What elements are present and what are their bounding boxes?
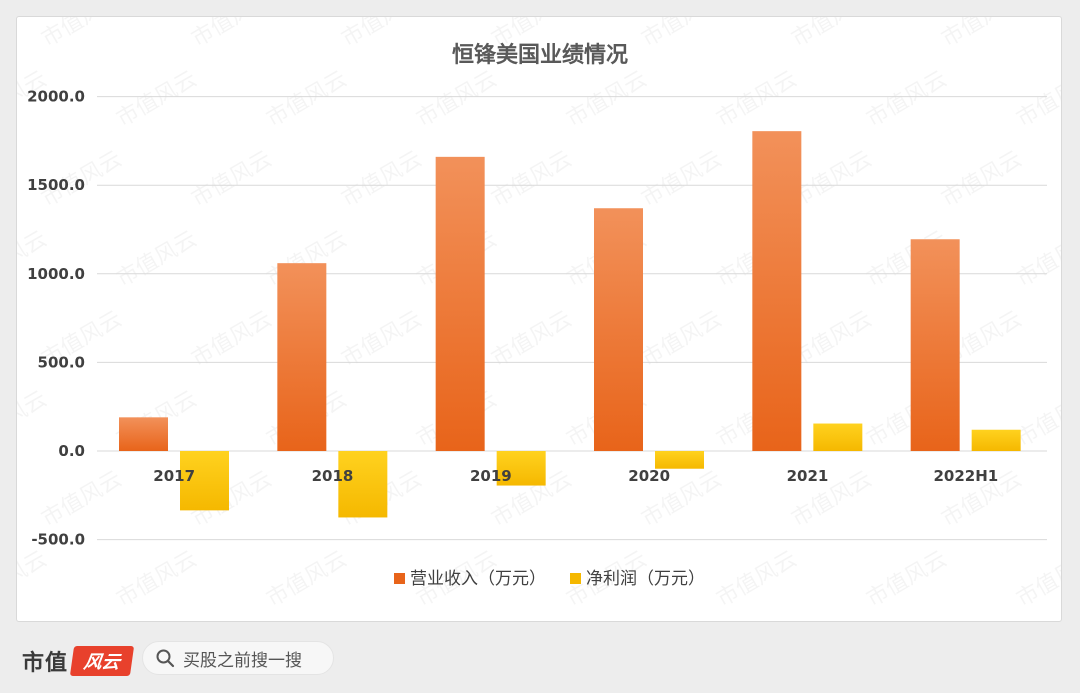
watermark-text: 市值风云 [638,17,727,52]
x-axis-ticks: 2017 2018 2019 2020 2021 2022H1 [153,467,998,485]
brand-stamp: 风云 [69,646,135,676]
bar-net-profit-2019 [496,451,546,486]
watermark-text: 市值风云 [1013,67,1063,133]
legend-label-net-profit: 净利润（万元） [586,569,705,589]
watermark-text: 市值风云 [38,17,127,52]
watermark-text: 市值风云 [713,67,802,133]
watermark-text: 市值风云 [1013,547,1063,613]
y-tick-label: 1500.0 [27,176,85,194]
gridlines [97,96,1047,541]
bar-net-profit-2022H1 [971,429,1021,451]
bar-revenue-2020 [594,208,643,451]
watermark-text: 市值风云 [563,67,652,133]
watermark-text: 市值风云 [17,547,51,613]
chart-card: 市值风云 市值风云 市值风云 市值风云 市值风云 市值风云 市值风云 市值风云 市值风云 市值风云… [16,16,1062,622]
bar-net-profit-2020 [655,451,704,469]
bars [119,131,1021,518]
watermark-text: 市值风云 [113,227,202,293]
y-axis-ticks: 2000.0 1500.0 1000.0 500.0 0.0 -500.0 [27,88,85,549]
watermark-text: 市值风云 [788,17,877,52]
bar-net-profit-2018 [338,451,388,518]
search-icon [156,649,175,668]
watermark-text: 市值风云 [713,547,802,613]
legend-swatch-net-profit [570,573,581,584]
y-tick-label: 500.0 [38,353,85,371]
brand-logo: 市值 风云 [22,645,135,677]
y-tick-label: -500.0 [31,531,85,549]
watermark-text: 市值风云 [863,547,952,613]
watermark-text: 市值风云 [113,67,202,133]
bar-net-profit-2017 [180,451,229,511]
search-text: 买股之前搜一搜 [183,650,302,671]
watermark-text: 市值风云 [638,147,727,213]
x-tick-label: 2019 [470,467,512,485]
y-tick-label: 2000.0 [27,88,85,106]
watermark-text: 市值风云 [188,147,277,213]
watermark-text: 市值风云 [263,547,352,613]
watermark-text: 市值风云 [113,547,202,613]
watermark-text: 市值风云 [263,67,352,133]
watermark-text: 市值风云 [938,147,1027,213]
x-tick-label: 2017 [153,467,195,485]
x-tick-label: 2018 [312,467,354,485]
legend: 营业收入（万元） 净利润（万元） [394,569,705,589]
watermark-text: 市值风云 [488,147,577,213]
legend-label-revenue: 营业收入（万元） [410,569,546,589]
watermark-text: 市值风云 [38,467,127,533]
bar-revenue-2019 [435,156,485,451]
watermark-text: 市值风云 [17,387,51,453]
watermark-text: 市值风云 [938,17,1027,52]
y-tick-label: 0.0 [58,442,85,460]
watermark-text: 市值风云 [188,17,277,52]
y-tick-label: 1000.0 [27,265,85,283]
bar-revenue-2018 [277,263,327,451]
legend-swatch-revenue [394,573,405,584]
chart-title: 恒锋美国业绩情况 [452,42,628,68]
watermark-text: 市值风云 [863,67,952,133]
x-tick-label: 2022H1 [933,467,998,485]
search-bar[interactable]: 买股之前搜一搜 [142,641,334,675]
footer: 市值 风云 买股之前搜一搜 [0,628,1080,693]
watermark-text: 市值风云 [338,147,427,213]
bar-revenue-2017 [119,417,168,451]
bar-revenue-2021 [752,131,802,451]
bar-revenue-2022H1 [910,239,960,451]
watermark-text: 市值风云 [338,17,427,52]
brand-text: 市值 [22,651,69,676]
x-tick-label: 2021 [787,467,829,485]
x-tick-label: 2020 [628,467,670,485]
watermark-text: 市值风云 [413,67,502,133]
watermark-text: 市值风云 [1013,227,1063,293]
bar-net-profit-2021 [813,423,863,451]
